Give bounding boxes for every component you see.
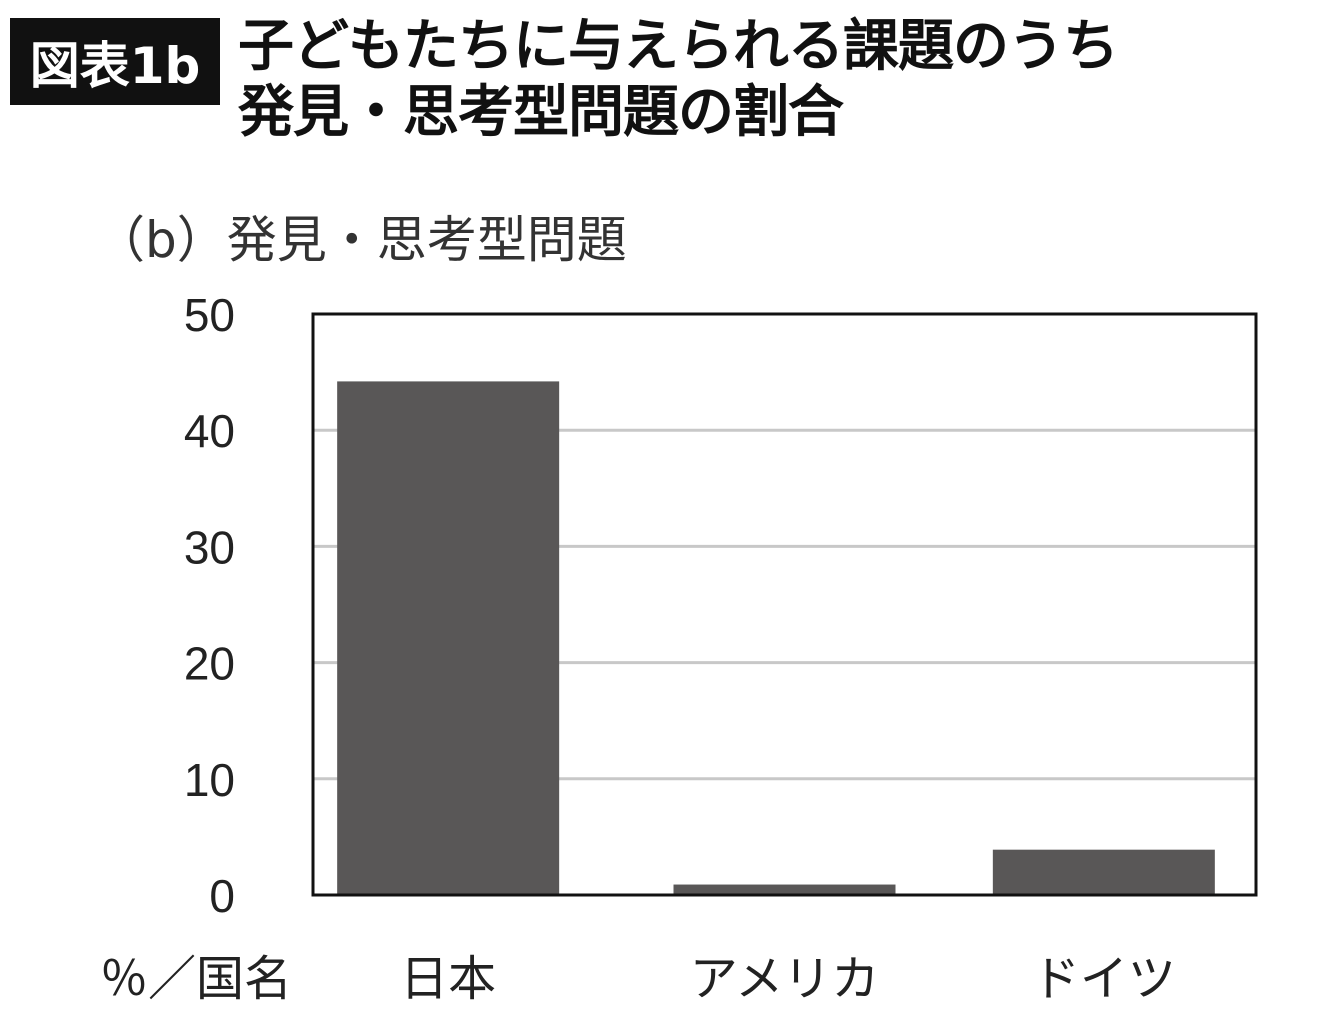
y-tick-label: 10 [184, 754, 235, 806]
y-tick-label: 20 [184, 638, 235, 690]
title-line-1: 子どもたちに与えられる課題のうち [238, 14, 1119, 79]
y-tick-label: 50 [184, 289, 235, 341]
figure-label: 図表1b [10, 18, 220, 105]
y-tick-label: 0 [209, 870, 235, 922]
bar-1 [673, 884, 896, 895]
plot-frame [311, 312, 1258, 897]
bar-2 [992, 849, 1215, 895]
title-line-2: 発見・思考型問題の割合 [238, 80, 844, 145]
chart-subtitle: （b）発見・思考型問題 [95, 211, 627, 269]
y-tick-label: 30 [184, 521, 235, 573]
chart-title: 子どもたちに与えられる課題のうち 発見・思考型問題の割合 [238, 14, 1119, 146]
y-tick-label: 40 [184, 405, 235, 457]
bar-0 [337, 381, 560, 895]
x-axis-label: ％／国名 [100, 951, 292, 1007]
x-tick-label: アメリカ [690, 951, 880, 1007]
x-tick-label: 日本 [400, 951, 496, 1007]
x-tick-label: ドイツ [1032, 951, 1176, 1007]
